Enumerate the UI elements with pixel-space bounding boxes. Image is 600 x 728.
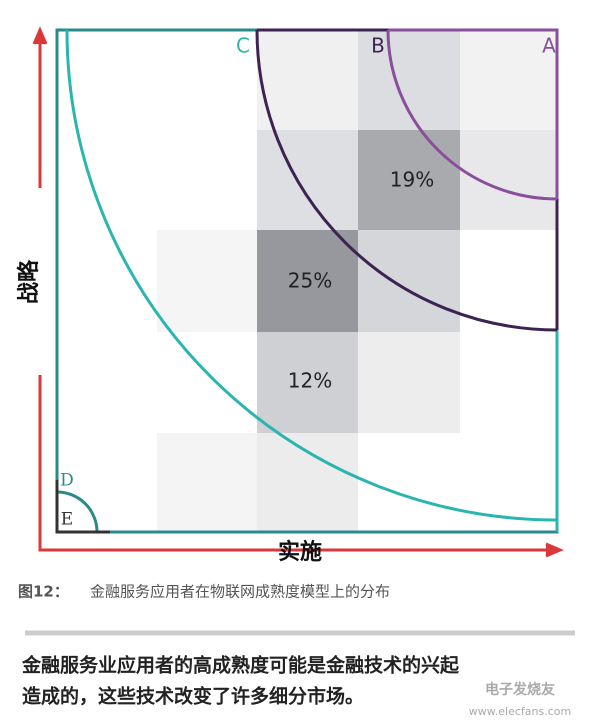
caption-number: 图12：: [18, 583, 69, 601]
cell: [157, 433, 257, 532]
body-line: 金融服务业应用者的高成熟度可能是金融技术的兴起: [21, 654, 460, 677]
cell: [460, 130, 557, 230]
arc-d: [56, 490, 99, 533]
zone-label: D: [60, 471, 74, 491]
cell: [460, 30, 557, 130]
frame-e: [55, 480, 110, 534]
cell: [358, 230, 460, 332]
axes: [32, 26, 564, 558]
arc-c: [65, 29, 558, 522]
cell: [257, 230, 358, 332]
cell-label: 19%: [390, 168, 434, 192]
zone-label: B: [371, 34, 385, 58]
x-axis-label: 实施: [278, 539, 322, 565]
arc-a: [386, 29, 558, 201]
cell-label: 12%: [288, 369, 332, 393]
cell: [157, 230, 257, 332]
zone-label: C: [236, 34, 250, 58]
cell: [257, 130, 358, 230]
body-line: 造成的，这些技术改变了许多细分市场。: [22, 685, 364, 708]
y-axis-label: 战略: [16, 259, 42, 304]
watermark-brand: 电子发烧友: [485, 681, 555, 698]
cell: [358, 332, 460, 433]
cell: [257, 433, 358, 532]
watermark-url: www.elecfans.com: [469, 705, 571, 718]
zone-label: E: [61, 510, 73, 530]
cell: [257, 332, 358, 433]
cells: [157, 30, 557, 532]
arc-b: [255, 29, 558, 332]
caption-text: 金融服务应用者在物联网成熟度模型上的分布: [90, 583, 390, 601]
cell: [358, 130, 460, 230]
zone-label: A: [542, 34, 556, 58]
cell-label: 25%: [288, 269, 332, 293]
cell: [257, 30, 358, 130]
